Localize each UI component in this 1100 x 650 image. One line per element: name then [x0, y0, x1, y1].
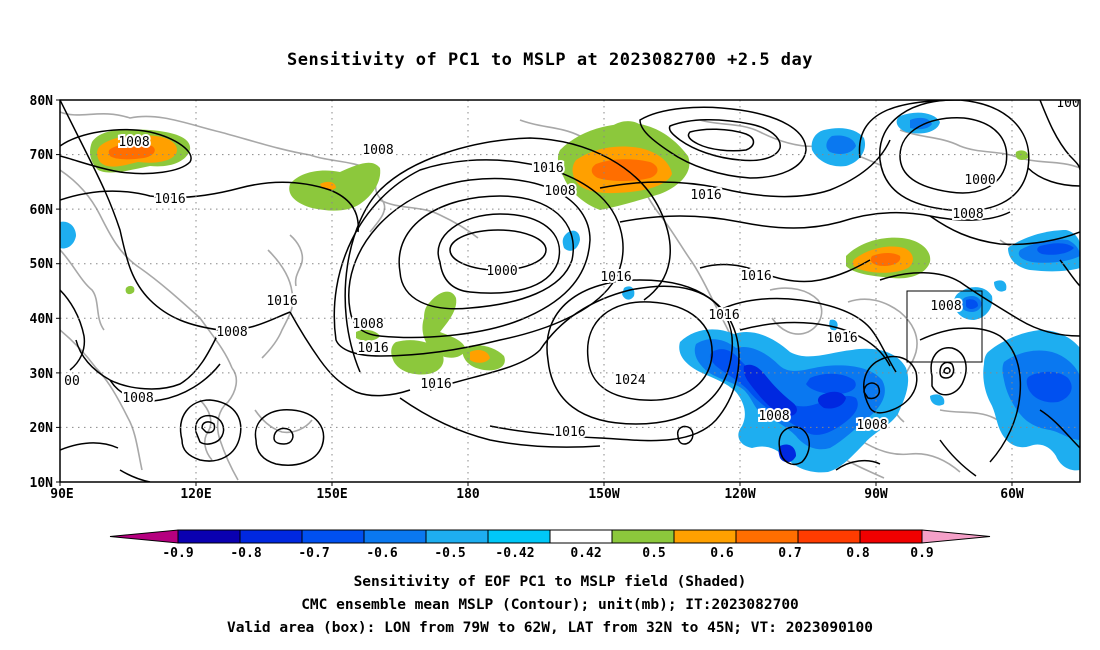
- lat-label: 10N: [30, 476, 54, 491]
- caption-shading: Sensitivity of EOF PC1 to MSLP field (Sh…: [353, 574, 747, 590]
- caption-contour: CMC ensemble mean MSLP (Contour); unit(m…: [301, 597, 799, 613]
- contour-labels: 1008 1008 1016 1016 1008 1016 1008 1000 …: [62, 96, 1080, 442]
- contour-label: 1016: [554, 425, 585, 440]
- contour-label: 1016: [826, 331, 857, 346]
- lon-label: 150W: [588, 487, 619, 502]
- colorbar-swatch: [425, 529, 489, 544]
- colorbar-label: -0.8: [230, 546, 261, 561]
- colorbar-label: 0.8: [846, 546, 870, 561]
- contour-label: 1008: [216, 325, 247, 340]
- colorbar-swatch: [177, 529, 241, 544]
- lon-label: 180: [456, 487, 480, 502]
- colorbar-swatch: [363, 529, 427, 544]
- colorbar-label: 0.6: [710, 546, 734, 561]
- lat-label: 70N: [30, 148, 54, 163]
- contour-label: 100: [1056, 96, 1079, 111]
- lat-label: 50N: [30, 257, 54, 272]
- contour-label: 1008: [856, 418, 887, 433]
- colorbar-swatch: [735, 529, 799, 544]
- colorbar-min-arrow: [109, 529, 179, 544]
- latitude-labels: 80N 70N 60N 50N 40N 30N 20N 10N: [30, 94, 54, 491]
- map-title: Sensitivity of PC1 to MSLP at 2023082700…: [286, 50, 813, 70]
- contour-label: 1016: [357, 341, 388, 356]
- colorbar-label: -0.9: [162, 546, 193, 561]
- contour-label: 1016: [690, 188, 721, 203]
- lat-label: 20N: [30, 421, 54, 436]
- contour-label: 1024: [614, 373, 645, 388]
- colorbar-label: -0.5: [434, 546, 465, 561]
- lat-label: 40N: [30, 312, 54, 327]
- contour-label: 1000: [486, 264, 517, 279]
- lat-label: 30N: [30, 367, 54, 382]
- contour-label: 1000: [964, 173, 995, 188]
- colorbar-max-arrow: [921, 529, 991, 544]
- contour-label: 1008: [362, 143, 393, 158]
- caption-valid-area: Valid area (box): LON from 79W to 62W, L…: [226, 620, 873, 636]
- contour-label: 1016: [708, 308, 739, 323]
- contour-label: 1016: [154, 192, 185, 207]
- contour-label: 1008: [118, 135, 149, 150]
- colorbar-swatch: [549, 529, 613, 544]
- valid-area-box: [906, 290, 983, 363]
- grid-lines: [60, 100, 1080, 482]
- lon-label: 120W: [724, 487, 755, 502]
- lon-label: 150E: [316, 487, 347, 502]
- colorbar-label: -0.6: [366, 546, 397, 561]
- contour-label: 1016: [266, 294, 297, 309]
- mslp-contours: [60, 100, 1080, 482]
- contour-label: 1016: [740, 269, 771, 284]
- colorbar-swatch: [611, 529, 675, 544]
- lat-label: 60N: [30, 203, 54, 218]
- contour-label: 1008: [544, 184, 575, 199]
- contour-label: 1008: [952, 207, 983, 222]
- colorbar-swatch: [301, 529, 365, 544]
- contour-label: 1008: [930, 299, 961, 314]
- colorbar: [109, 529, 991, 544]
- contour-label: 1016: [600, 270, 631, 285]
- longitude-labels: 90E 120E 150E 180 150W 120W 90W 60W: [50, 487, 1024, 502]
- contour-label: 1016: [420, 377, 451, 392]
- colorbar-label: 0.9: [910, 546, 933, 561]
- contour-label: 00: [64, 374, 80, 389]
- contour-label: 1008: [758, 409, 789, 424]
- lon-label: 60W: [1000, 487, 1024, 502]
- colorbar-swatch: [859, 529, 923, 544]
- contour-label: 1016: [532, 161, 563, 176]
- colorbar-label: 0.42: [570, 546, 601, 561]
- colorbar-swatch: [673, 529, 737, 544]
- colorbar-label: 0.5: [642, 546, 665, 561]
- colorbar-swatch: [487, 529, 551, 544]
- axis-ticks: [56, 99, 1013, 486]
- map-frame: [59, 99, 1081, 483]
- colorbar-labels: -0.9 -0.8 -0.7 -0.6 -0.5 -0.42 0.42 0.5 …: [162, 546, 933, 561]
- lat-label: 80N: [30, 94, 54, 109]
- contour-label: 1008: [352, 317, 383, 332]
- colorbar-label: -0.42: [495, 546, 534, 561]
- lon-label: 90E: [50, 487, 73, 502]
- lon-label: 120E: [180, 487, 211, 502]
- lon-label: 90W: [864, 487, 888, 502]
- contour-label: 1008: [122, 391, 153, 406]
- colorbar-label: -0.7: [298, 546, 329, 561]
- colorbar-label: 0.7: [778, 546, 801, 561]
- colorbar-swatch: [239, 529, 303, 544]
- colorbar-swatch: [797, 529, 861, 544]
